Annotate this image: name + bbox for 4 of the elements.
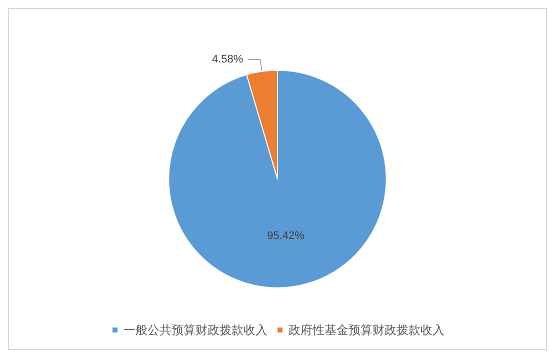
legend-label: 政府性基金预算财政拨款收入: [288, 323, 444, 337]
data-label: 4.58%: [212, 53, 244, 66]
data-label: 95.42%: [267, 230, 305, 242]
legend-label: 一般公共预算财政拨款收入: [124, 323, 268, 337]
